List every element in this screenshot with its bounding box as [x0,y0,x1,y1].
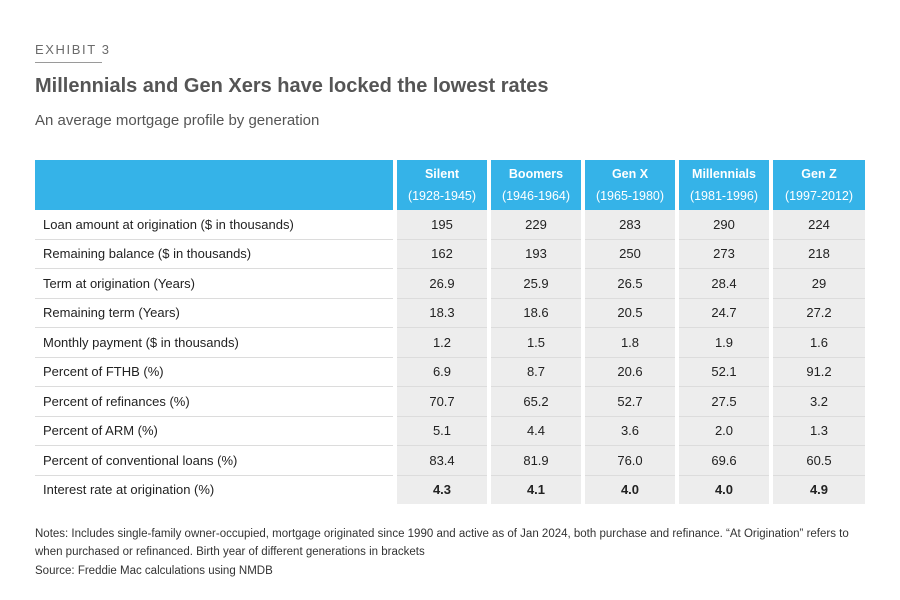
table-row: Interest rate at origination (%) 4.3 4.1… [35,474,865,504]
row-label: Loan amount at origination ($ in thousan… [43,216,294,232]
generation-years: (1946-1964) [501,189,571,203]
cell-value: 81.9 [487,445,583,475]
generation-table-container: Silent (1928-1945) Boomers (1946-1964) G… [35,160,865,504]
row-label: Remaining balance ($ in thousands) [35,238,395,269]
header-millennials: Millennials (1981-1996) [675,160,771,210]
cell-value: 28.4 [675,268,771,298]
cell-value: 91.2 [769,356,865,387]
cell-value: 20.6 [581,356,677,387]
cell-value: 4.0 [675,474,771,504]
cell-value: 224 [769,210,865,239]
row-label: Interest rate at origination (%) [35,474,395,504]
row-label: Percent of refinances (%) [35,386,395,416]
generation-years: (1981-1996) [689,189,759,203]
table-row: Percent of ARM (%) 5.1 4.4 3.6 2.0 1.3 [35,415,865,446]
cell-value: 29 [769,268,865,298]
generation-name: Gen X [611,167,649,181]
cell-value: 250 [581,238,677,269]
cell-value: 1.8 [581,327,677,357]
table-row: Monthly payment ($ in thousands) 1.2 1.5… [35,327,865,357]
cell-value: 52.7 [581,386,677,416]
generation-name: Boomers [508,167,564,181]
cell-value: 229 [487,210,583,239]
row-label: Term at origination (Years) [35,268,395,298]
cell-value: 1.2 [393,327,489,357]
generation-mortgage-table: Silent (1928-1945) Boomers (1946-1964) G… [35,160,865,504]
cell-value: 1.9 [675,327,771,357]
table-row: Percent of FTHB (%) 6.9 8.7 20.6 52.1 91… [35,356,865,387]
cell-value: 6.9 [393,356,489,387]
cell-value: 52.1 [675,356,771,387]
table-row: Percent of conventional loans (%) 83.4 8… [35,445,865,475]
cell-value: 193 [487,238,583,269]
cell-value: 8.7 [487,356,583,387]
page-title: Millennials and Gen Xers have locked the… [35,75,549,97]
header-gen-x: Gen X (1965-1980) [581,160,677,210]
cell-value: 4.9 [769,474,865,504]
cell-value: 1.6 [769,327,865,357]
cell-value: 24.7 [675,297,771,328]
table-row: Remaining balance ($ in thousands) 162 1… [35,238,865,269]
row-label: Monthly payment ($ in thousands) [35,327,395,357]
cell-value: 26.5 [581,268,677,298]
cell-value: 25.9 [487,268,583,298]
exhibit-underline [35,62,102,63]
cell-value: 26.9 [393,268,489,298]
generation-name: Gen Z [801,167,837,181]
cell-value: 4.0 [581,474,677,504]
row-label: Percent of FTHB (%) [35,356,395,387]
cell-value: 2.0 [675,415,771,446]
cell-value: 3.2 [769,386,865,416]
cell-value: 4.4 [487,415,583,446]
generation-name: Silent [424,167,460,181]
table-row: Remaining term (Years) 18.3 18.6 20.5 24… [35,297,865,328]
source-text: Source: Freddie Mac calculations using N… [35,565,273,577]
generation-name: Millennials [692,167,756,181]
cell-value: 70.7 [393,386,489,416]
header-blank-cell [35,160,395,210]
header-gen-z: Gen Z (1997-2012) [769,160,865,210]
cell-value: 27.2 [769,297,865,328]
table-row: Percent of refinances (%) 70.7 65.2 52.7… [35,386,865,416]
cell-value: 3.6 [581,415,677,446]
table-row: Loan amount at origination ($ in thousan… [35,210,865,239]
cell-value: 5.1 [393,415,489,446]
cell-value: 27.5 [675,386,771,416]
cell-value: 283 [581,210,677,239]
cell-value: 1.3 [769,415,865,446]
page-subtitle: An average mortgage profile by generatio… [35,112,320,129]
cell-value: 4.3 [393,474,489,504]
cell-value: 83.4 [393,445,489,475]
cell-value: 69.6 [675,445,771,475]
generation-years: (1965-1980) [595,189,665,203]
table-row: Term at origination (Years) 26.9 25.9 26… [35,268,865,298]
row-label: Percent of ARM (%) [35,415,395,446]
cell-value: 76.0 [581,445,677,475]
table-header-row: Silent (1928-1945) Boomers (1946-1964) G… [35,160,865,210]
header-boomers: Boomers (1946-1964) [487,160,583,210]
generation-years: (1997-2012) [784,189,854,203]
cell-value: 162 [393,238,489,269]
cell-value: 60.5 [769,445,865,475]
cell-value: 273 [675,238,771,269]
cell-value: 195 [393,210,489,239]
cell-value: 18.3 [393,297,489,328]
header-silent: Silent (1928-1945) [393,160,489,210]
cell-value: 218 [769,238,865,269]
cell-value: 1.5 [487,327,583,357]
generation-years: (1928-1945) [407,189,477,203]
row-label: Percent of conventional loans (%) [35,445,395,475]
exhibit-label: EXHIBIT 3 [35,42,111,57]
cell-value: 290 [675,210,771,239]
cell-value: 20.5 [581,297,677,328]
notes-text: Notes: Includes single-family owner-occu… [35,528,849,558]
cell-value: 65.2 [487,386,583,416]
row-label: Remaining term (Years) [35,297,395,328]
cell-value: 18.6 [487,297,583,328]
cell-value: 4.1 [487,474,583,504]
